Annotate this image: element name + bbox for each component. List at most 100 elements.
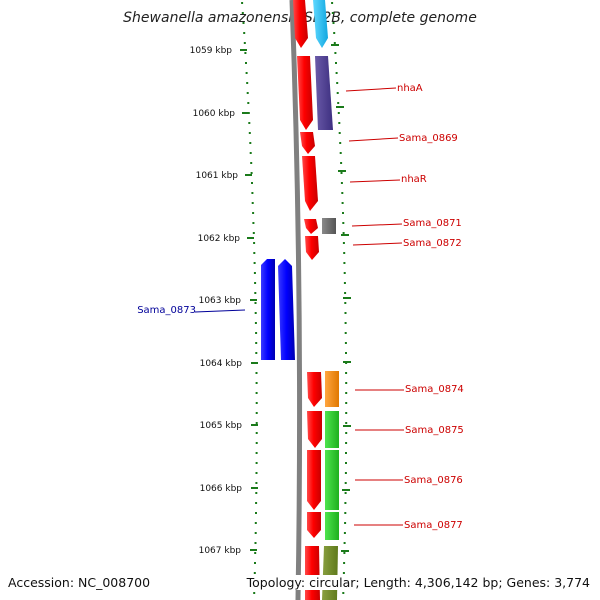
gene-Sama_0877[interactable]	[307, 512, 321, 538]
gene-feature-top-red[interactable]	[293, 0, 308, 48]
ruler-label: 1064 kbp	[200, 359, 243, 369]
ruler-dot	[344, 322, 347, 324]
ruler-dot	[253, 272, 256, 274]
gene-Sama_0875[interactable]	[307, 411, 322, 448]
genome-summary-text: Topology: circular; Length: 4,306,142 bp…	[246, 575, 590, 590]
gene-Sama_0869[interactable]	[300, 132, 315, 154]
ruler-label: 1059 kbp	[190, 46, 233, 56]
ruler-tick-1066: 1066 kbp	[200, 484, 258, 494]
ruler-dot	[241, 2, 244, 4]
ruler-dot	[251, 202, 254, 204]
ruler-dot	[345, 422, 348, 424]
gene-label-Sama_0874[interactable]: Sama_0874	[405, 384, 464, 395]
gene-Sama_0871-domain[interactable]	[322, 218, 336, 234]
ruler-dot	[336, 92, 339, 94]
ruler-dot	[343, 542, 346, 544]
ruler-dot	[253, 262, 256, 264]
gene-Sama_0876[interactable]	[307, 450, 321, 510]
gene-label-nhaR[interactable]: nhaR	[401, 174, 427, 185]
ruler-dot	[331, 12, 334, 14]
label-callouts	[194, 87, 404, 526]
ruler-dot	[243, 42, 246, 44]
ruler-label: 1067 kbp	[199, 546, 242, 556]
gene-Sama_0873-b[interactable]	[278, 259, 295, 360]
gene-feature-top-cyan[interactable]	[313, 0, 328, 48]
ruler-dot	[332, 22, 335, 24]
gene-Sama_0871[interactable]	[304, 219, 318, 234]
ruler-dots-right	[331, 2, 348, 594]
ruler-label: 1061 kbp	[196, 171, 239, 181]
gene-Sama_0872[interactable]	[305, 236, 319, 260]
ruler-dot	[337, 112, 340, 114]
ruler-dot	[344, 312, 347, 314]
ruler-dot	[250, 172, 253, 174]
gene-nhaR[interactable]	[302, 156, 318, 211]
gene-Sama_0875-domain[interactable]	[325, 411, 339, 448]
ruler-dot	[253, 252, 256, 254]
ruler-dot	[246, 92, 249, 94]
gene-label-Sama_0876[interactable]: Sama_0876	[404, 475, 463, 486]
ruler-dot	[253, 242, 256, 244]
ruler-dot	[254, 322, 257, 324]
gene-label-Sama_0873[interactable]: Sama_0873	[137, 305, 196, 316]
ruler-dot	[341, 192, 344, 194]
ruler-label: 1066 kbp	[200, 484, 243, 494]
ruler-dot	[249, 152, 252, 154]
gene-feature-bottom-olive[interactable]	[322, 546, 338, 600]
ruler-dot	[343, 562, 346, 564]
ruler-dot	[245, 72, 248, 74]
ruler-dot	[255, 462, 258, 464]
ruler-dot	[255, 422, 258, 424]
ruler-dot	[255, 342, 258, 344]
gene-label-Sama_0869[interactable]: Sama_0869	[399, 133, 458, 144]
gene-Sama_0873-a[interactable]	[261, 259, 275, 360]
ruler-dot	[340, 162, 343, 164]
ruler-dot	[254, 532, 257, 534]
ruler-dot	[255, 482, 258, 484]
ruler-dot	[255, 442, 258, 444]
ruler-dot	[345, 352, 347, 354]
gene-label-nhaA[interactable]: nhaA	[397, 83, 423, 94]
ruler-dot	[344, 502, 347, 504]
ruler-dot	[344, 342, 347, 344]
ruler-dot	[255, 412, 258, 414]
gene-Sama_0877-domain[interactable]	[325, 512, 339, 540]
gene-nhaA[interactable]	[297, 56, 313, 130]
ruler-dot	[345, 402, 348, 404]
ruler-dot	[255, 492, 258, 494]
ruler-dot	[344, 472, 347, 474]
ruler-dot	[345, 462, 347, 464]
gene-Sama_0874[interactable]	[307, 372, 322, 407]
gene-label-Sama_0872[interactable]: Sama_0872	[403, 238, 462, 249]
ruler-dot	[335, 62, 337, 64]
gene-nhaA-domain[interactable]	[315, 56, 333, 130]
gene-label-Sama_0871[interactable]: Sama_0871	[403, 218, 462, 229]
gene-label-Sama_0877[interactable]: Sama_0877	[404, 520, 463, 531]
ruler-dot	[333, 32, 336, 34]
gene-label-Sama_0875[interactable]: Sama_0875	[405, 425, 464, 436]
gene-feature-bottom-red[interactable]	[305, 546, 320, 600]
accession-text: Accession: NC_008700	[8, 575, 151, 590]
ruler-dot	[252, 232, 255, 234]
ruler-dot	[255, 452, 258, 454]
ruler-dot	[342, 222, 345, 224]
ruler-dot	[340, 182, 343, 184]
ruler-dot	[244, 52, 247, 54]
ruler-dot	[333, 42, 336, 44]
ruler-dot	[335, 72, 338, 74]
ruler-dot	[243, 32, 246, 34]
ruler-dot	[342, 212, 344, 214]
ruler-dots-left	[241, 2, 258, 594]
ruler-label: 1062 kbp	[198, 234, 241, 244]
gene-Sama_0874-domain[interactable]	[325, 371, 339, 407]
gene-Sama_0876-domain[interactable]	[325, 450, 339, 510]
ruler-dot	[342, 242, 345, 244]
ruler-tick-1067: 1067 kbp	[199, 546, 257, 556]
ruler-dot	[343, 552, 346, 554]
ruler-dot	[344, 332, 347, 334]
ruler-dot	[339, 152, 342, 154]
ruler-dot	[248, 122, 251, 124]
ruler-dot	[245, 62, 247, 64]
ruler-dot	[254, 542, 257, 544]
